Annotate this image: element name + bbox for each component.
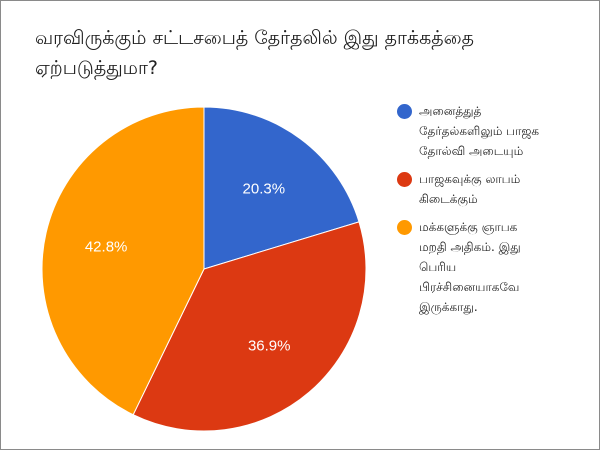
slice-value-label: 42.8% — [85, 238, 128, 255]
slice-value-label: 36.9% — [248, 337, 291, 354]
chart-title: வரவிருக்கும் சட்டசபைத் தேர்தலில் இது தாக… — [35, 27, 474, 79]
legend-swatch — [397, 172, 412, 187]
pie-slice[interactable] — [203, 106, 360, 270]
legend-swatch — [397, 220, 412, 235]
pie-slices — [41, 106, 367, 432]
legend-label: பாஜகவுக்கு லாபம் கிடைக்கும் — [419, 172, 521, 206]
pie-slice[interactable] — [41, 106, 205, 416]
legend: அனைத்துத் தேர்தல்களிலும் பாஜக தோல்வி அடை… — [395, 101, 595, 325]
pie-slice-labels: 20.3% 36.9% 42.8% — [85, 180, 291, 354]
legend-item[interactable]: மக்களுக்கு ஞாபக மறதி அதிகம். இது பெரிய ப… — [395, 217, 595, 317]
legend-item[interactable]: பாஜகவுக்கு லாபம் கிடைக்கும் — [395, 169, 595, 209]
slice-value-label: 20.3% — [243, 180, 286, 197]
legend-label: மக்களுக்கு ஞாபக மறதி அதிகம். இது பெரிய ப… — [419, 220, 521, 314]
legend-swatch — [397, 104, 412, 119]
legend-item[interactable]: அனைத்துத் தேர்தல்களிலும் பாஜக தோல்வி அடை… — [395, 101, 595, 161]
legend-label: அனைத்துத் தேர்தல்களிலும் பாஜக தோல்வி அடை… — [419, 104, 540, 158]
pie-slice[interactable] — [132, 221, 367, 432]
